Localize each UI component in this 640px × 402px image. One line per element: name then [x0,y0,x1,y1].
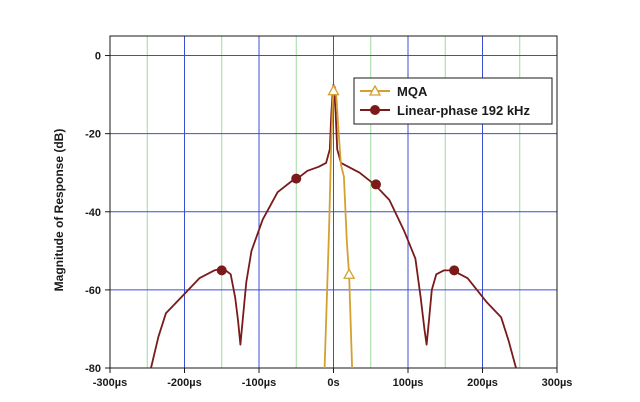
x-tick-label: -100µs [242,377,276,389]
linear-phase-marker [291,173,302,184]
linear-phase-marker [449,265,460,276]
mqa-marker [343,267,356,279]
legend-box [353,77,553,125]
x-tick-label: -200µs [167,377,201,389]
mqa-marker [327,84,340,96]
legend-linear-label: Linear-phase 192 kHz [397,103,530,118]
x-tick-label: -300µs [93,377,127,389]
y-tick-label: -40 [85,207,101,219]
y-tick-label: -20 [85,129,101,141]
x-tick-label: 0s [327,377,339,389]
axis-ticks: -300µs -200µs -100µs 0s 100µs 200µs 300µs 0 -20 -… [85,51,572,389]
linear-phase-marker [370,179,381,190]
legend-mqa-marker [368,84,382,96]
series-layer [150,83,517,369]
x-tick-label: 100µs [393,377,424,389]
x-tick-label: 200µs [467,377,498,389]
legend-linear-marker [370,105,380,115]
mqa-series-line [323,85,353,369]
x-tick-label: 300µs [542,377,573,389]
legend-mqa-label: MQA [397,84,428,99]
y-tick-label: 0 [95,51,101,63]
linear-phase-marker [216,265,227,276]
y-tick-label: -80 [85,363,101,375]
legend: MQA Linear-phase 192 kHz [353,77,553,125]
y-tick-label: -60 [85,285,101,297]
y-axis-label: Magnitude of Response (dB) [52,129,66,292]
